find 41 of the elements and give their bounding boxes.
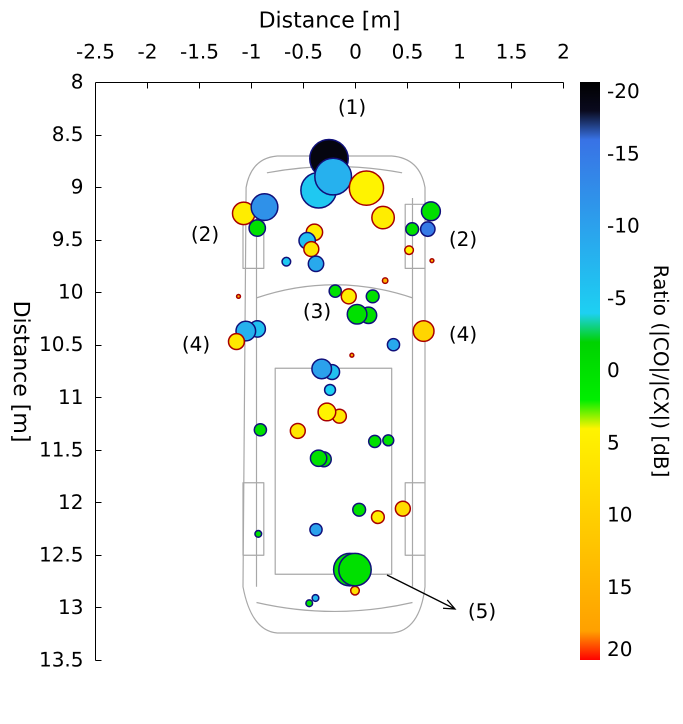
x-tick-label: 1.5: [496, 40, 528, 64]
color-bar-label: 20: [607, 637, 632, 661]
annotation: (2): [448, 227, 478, 251]
y-tick-label: 12: [58, 490, 84, 514]
y-tick-label: 11: [58, 384, 84, 409]
y-tick-label: 10: [58, 280, 84, 304]
y-tick-label: 8.5: [52, 122, 84, 146]
annotation: (1): [338, 95, 366, 119]
y-tick-label: 13.5: [38, 648, 84, 672]
y-axis-title: Distance [m]: [8, 300, 33, 442]
x-tick-label: 1: [453, 40, 466, 64]
y-tick-label: 10.5: [38, 332, 84, 356]
color-bar-label: 10: [607, 502, 632, 526]
y-tick-label: 8: [70, 70, 84, 94]
y-tick-label: 11.5: [38, 437, 84, 462]
x-tick-label: 0.5: [392, 40, 424, 64]
annotation: (3): [302, 299, 332, 323]
annotation: (2): [190, 222, 220, 246]
x-tick-label: -2.5: [76, 40, 116, 64]
x-tick-label: 0: [349, 40, 362, 64]
color-bar-label: 5: [607, 430, 620, 454]
y-tick-label: 9.5: [52, 227, 84, 252]
color-bar-label: -5: [607, 286, 627, 310]
x-tick-label: 2: [557, 40, 570, 64]
x-tick-label: -1: [242, 40, 262, 64]
x-tick-label: -2: [138, 40, 158, 64]
color-bar-label: -15: [607, 141, 640, 166]
x-tick-label: -1.5: [180, 40, 220, 64]
color-bar-title: Ratio (|CO|/|CX|) [dB]: [649, 264, 673, 478]
x-tick-label: -0.5: [284, 40, 324, 64]
color-bar-label: -20: [607, 79, 640, 103]
color-bar-label: 15: [607, 574, 632, 599]
annotation: (5): [468, 599, 496, 623]
y-tick-label: 9: [70, 174, 84, 199]
x-axis-title: Distance [m]: [258, 8, 400, 34]
color-bar-label: 0: [607, 358, 620, 382]
color-bar-label: -10: [607, 214, 640, 238]
annotation: (4): [182, 332, 210, 356]
y-tick-label: 13: [58, 594, 84, 619]
annotation: (4): [448, 322, 478, 346]
y-tick-label: 12.5: [38, 542, 84, 566]
